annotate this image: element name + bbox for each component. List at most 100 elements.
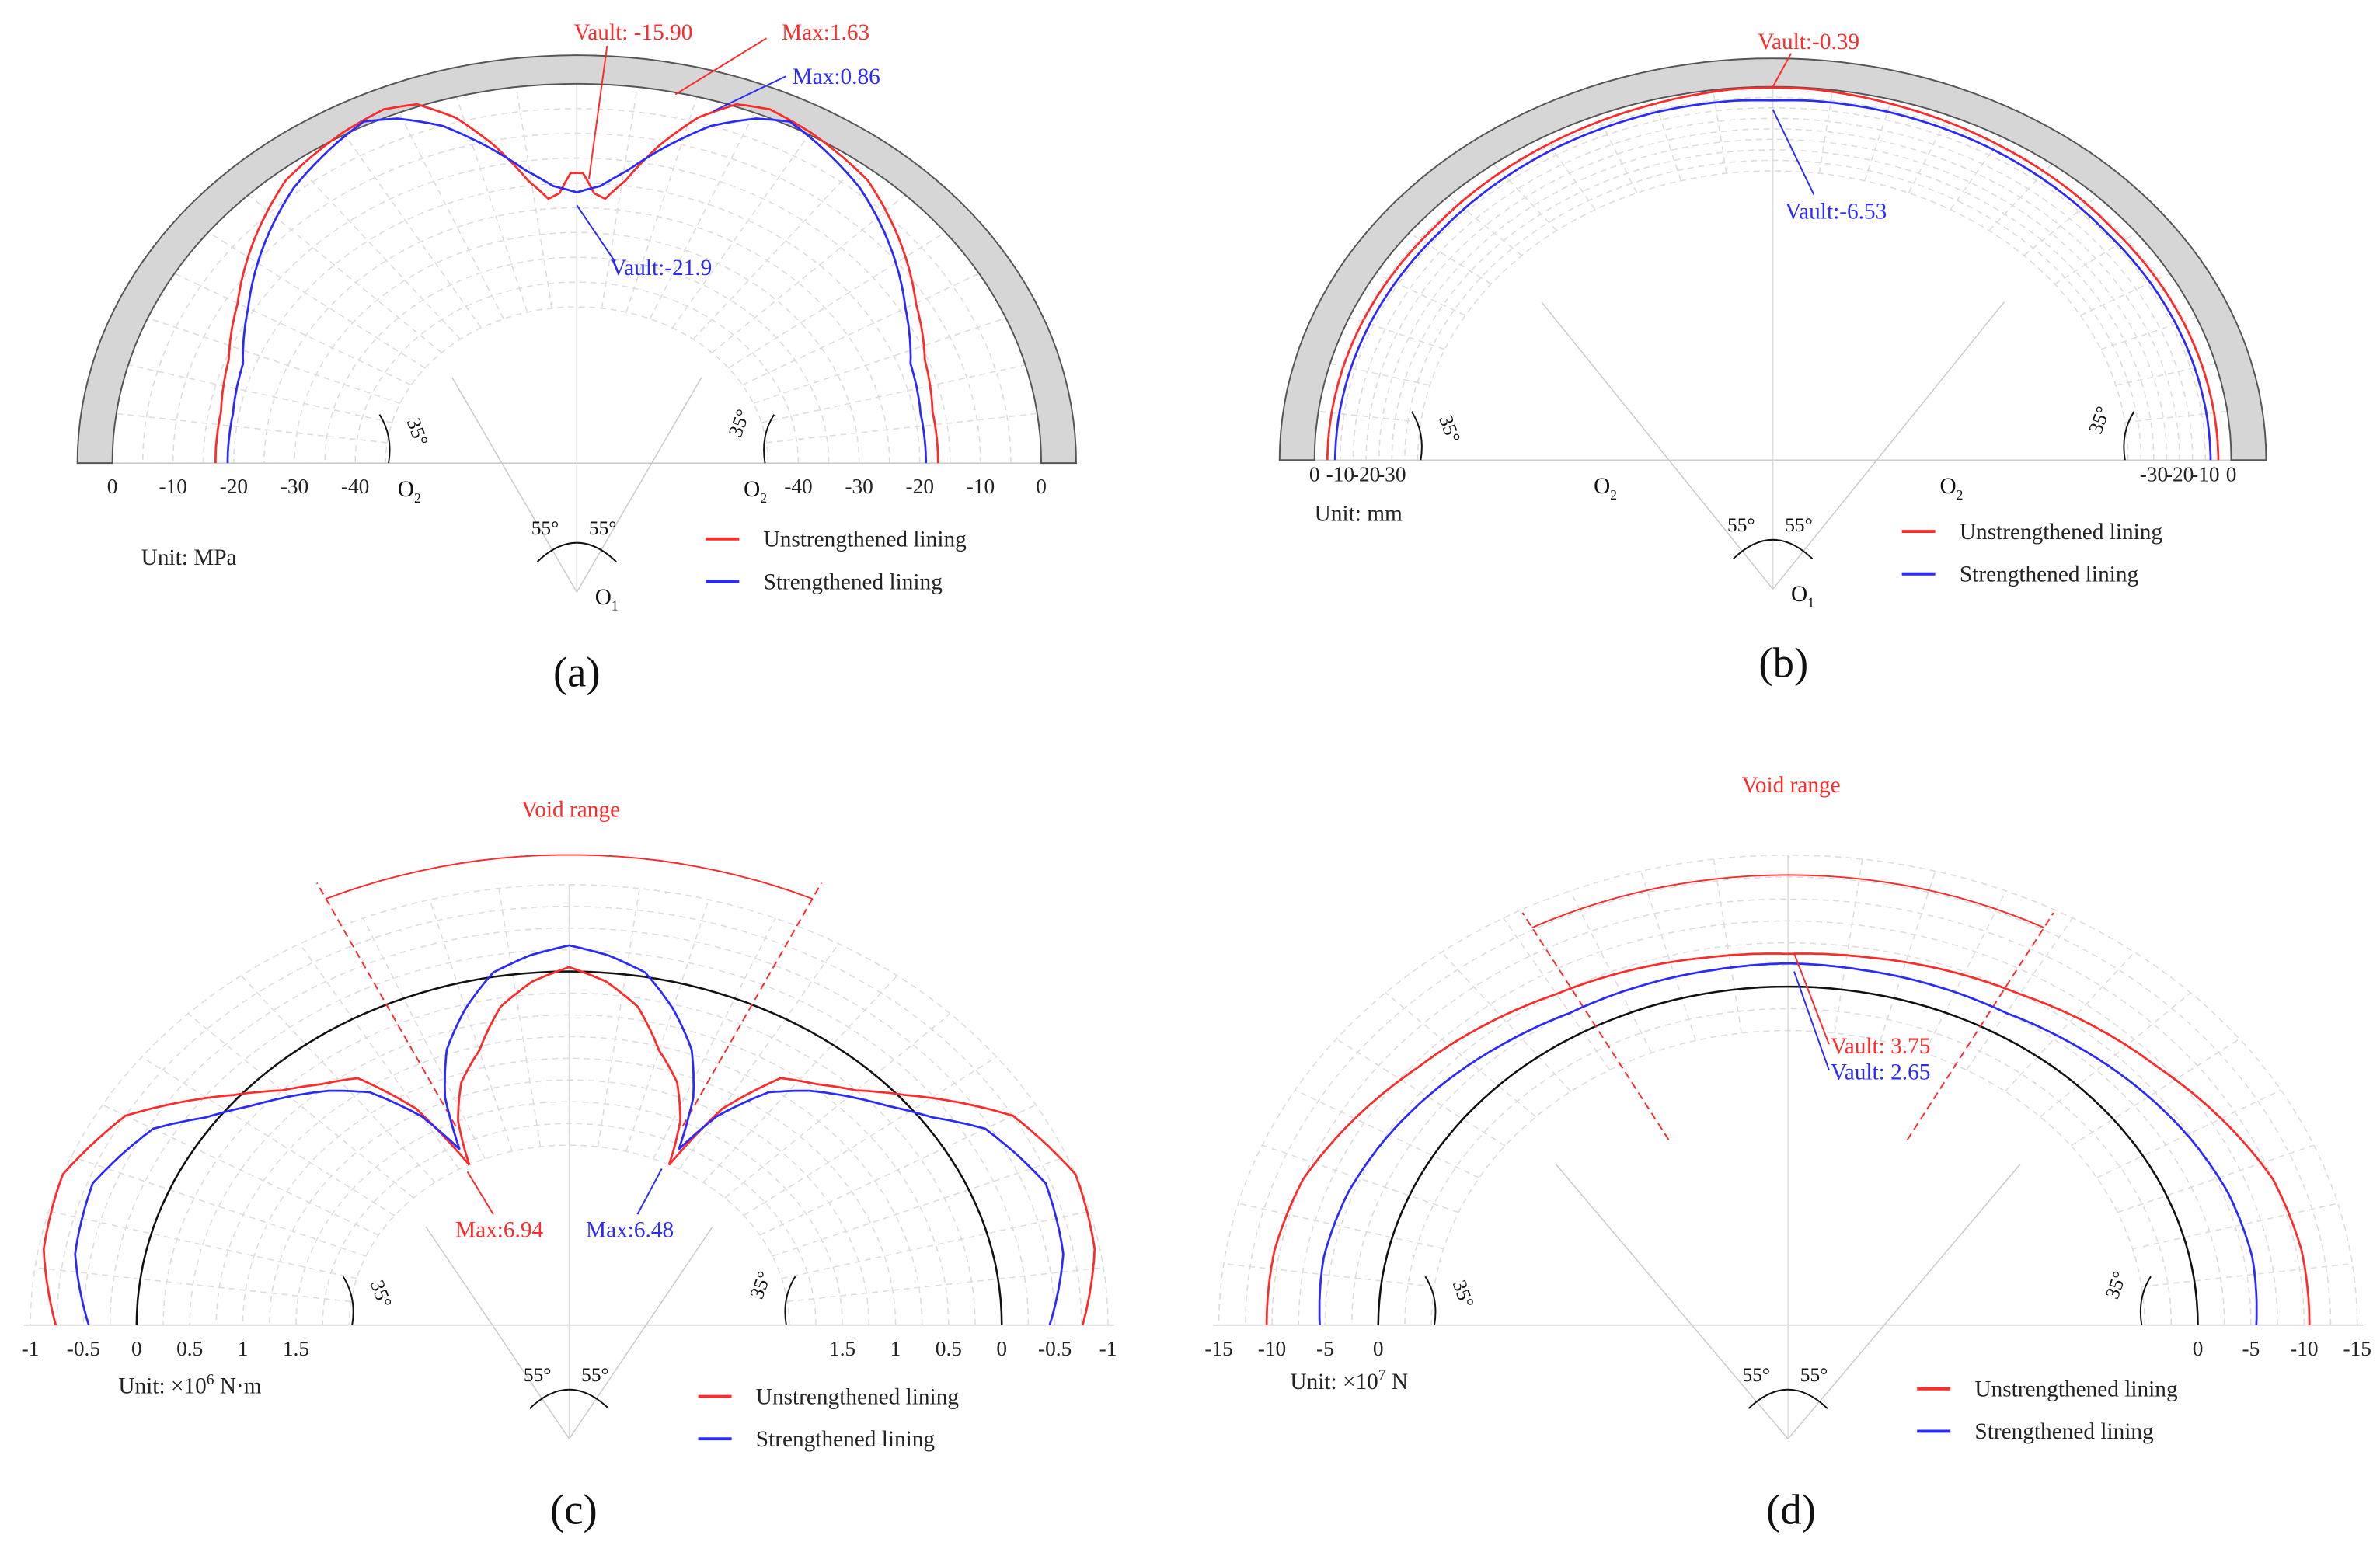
grid-spoke xyxy=(649,112,755,319)
side-angle-arc xyxy=(378,414,391,464)
grid-spoke xyxy=(2023,195,2098,256)
tick-label: 0 xyxy=(2193,1337,2204,1360)
tick-label: 0 xyxy=(131,1337,142,1360)
unstrengthened-series-line xyxy=(1326,86,2220,461)
grid-spoke xyxy=(362,917,486,1160)
crown-angle-right: 55° xyxy=(1800,1364,1828,1386)
panel-d-axial-force: 55° 55° 35° 35° Unstrengthened lining Strengt… xyxy=(1204,854,2371,1444)
tick-label: -30 xyxy=(281,475,308,498)
grid-spoke xyxy=(1818,89,1834,174)
panel-label: (b) xyxy=(1758,639,1808,687)
blue-vault-label: Vault: 2.65 xyxy=(1831,1060,1931,1084)
o1-ray-left xyxy=(425,1226,570,1439)
tick-label: -20 xyxy=(2166,463,2194,486)
side-angle-label: 35° xyxy=(1434,412,1464,446)
panel-label: (d) xyxy=(1766,1486,1816,1533)
legend-label: Strengthened lining xyxy=(1960,562,2139,587)
grid-ring xyxy=(242,1057,897,1325)
panel-a-stress: 55° 55° 35° 35° O1 O2 O2 Unstrengthened lining S… xyxy=(76,54,1077,614)
grid-spoke xyxy=(127,364,392,423)
crown-angle-right: 55° xyxy=(581,1364,609,1386)
grid-spoke xyxy=(2132,1203,2338,1250)
tick-label: -10 xyxy=(159,475,186,498)
grid-spoke xyxy=(2124,410,2228,423)
panel-b-annotations: Vault:-0.39 Vault:-6.53 Unit: mm (b) xyxy=(1315,30,1887,687)
crown-angle-right: 55° xyxy=(1785,514,1813,536)
blue-vault-label: Vault:-21.9 xyxy=(610,256,712,280)
side-angle-label: 35° xyxy=(746,1269,775,1302)
legend-label: Unstrengthened lining xyxy=(1960,520,2163,545)
legend-label: Strengthened lining xyxy=(1974,1419,2154,1444)
origin-o2: O2 xyxy=(744,477,767,506)
legend-label: Strengthened lining xyxy=(764,569,943,594)
crown-angle-arc xyxy=(529,1388,610,1409)
red-vault-label: Vault: -15.90 xyxy=(573,20,692,45)
grid-spoke xyxy=(1834,858,1863,1033)
grid-ring xyxy=(30,884,1109,1325)
grid-spoke xyxy=(653,917,776,1160)
grid-spoke xyxy=(2115,363,2216,386)
grid-spoke xyxy=(1880,871,1936,1041)
grid-spoke xyxy=(1262,1144,1459,1213)
tick-label: -15 xyxy=(2343,1337,2371,1360)
grid-spoke xyxy=(728,231,946,369)
legend-label: Strengthened lining xyxy=(756,1427,936,1452)
grid-spoke xyxy=(2117,1144,2315,1213)
strengthened-series-line xyxy=(74,944,1065,1326)
grid-spoke xyxy=(1570,890,1653,1053)
void-boundary xyxy=(1906,912,2054,1140)
tick-label: 0.5 xyxy=(176,1337,203,1360)
legend-label: Unstrengthened lining xyxy=(764,527,967,552)
tick-label: -5 xyxy=(1316,1337,1334,1360)
grid-spoke xyxy=(71,1156,367,1257)
grid-spoke xyxy=(1503,917,1611,1070)
tick-label: -20 xyxy=(220,475,248,498)
side-angle-label: 35° xyxy=(402,416,432,449)
red-vault-label: Vault:-0.39 xyxy=(1758,30,1859,54)
grid-spoke xyxy=(1295,1089,1479,1178)
grid-ring xyxy=(1218,854,2358,1325)
legend-label: Unstrengthened lining xyxy=(756,1384,960,1409)
unit-label: Unit: ×106 N·m xyxy=(118,1372,261,1399)
o1-ray-right xyxy=(1772,301,2005,590)
unit-label: Unit: mm xyxy=(1315,501,1403,526)
crown-angle-left: 55° xyxy=(531,517,559,539)
side-angle-arc xyxy=(2139,1276,2152,1325)
crown-angle-left: 55° xyxy=(524,1364,552,1386)
panel-label: (c) xyxy=(550,1486,598,1533)
tick-label: 0 xyxy=(1373,1337,1384,1360)
grid-spoke xyxy=(781,1210,1090,1279)
void-boundary xyxy=(1521,912,1670,1140)
grid-spoke xyxy=(702,975,898,1183)
grid-spoke xyxy=(625,96,698,313)
grid-spoke xyxy=(248,194,442,353)
grid-spoke xyxy=(147,317,401,404)
side-angle-arc xyxy=(763,414,775,464)
grid-spoke xyxy=(1712,89,1727,174)
o1-ray-right xyxy=(1787,1164,2021,1439)
o1-ray-left xyxy=(451,377,577,593)
grid-spoke xyxy=(116,412,388,444)
side-angle-arc xyxy=(2123,411,2135,461)
blue-max-label: Max:0.86 xyxy=(793,64,880,89)
tick-label: -15 xyxy=(1204,1337,1232,1360)
tick-label: -0.5 xyxy=(1038,1337,1072,1360)
strengthened-series-line xyxy=(226,117,927,464)
side-angle-label: 35° xyxy=(725,406,754,440)
grid-spoke xyxy=(601,86,639,308)
crown-angle-arc xyxy=(1748,1388,1828,1409)
grid-spoke xyxy=(1924,890,2007,1053)
grid-spoke xyxy=(429,899,513,1152)
grid-spoke xyxy=(724,1013,951,1199)
grid-ring xyxy=(295,1101,843,1325)
crown-angle-left: 55° xyxy=(1743,1364,1771,1386)
grid-spoke xyxy=(1950,136,2003,211)
grid-spoke xyxy=(174,273,412,386)
tick-label: -0.5 xyxy=(67,1337,100,1360)
grid-spoke xyxy=(299,943,460,1170)
o1-ray-left xyxy=(1541,301,1774,590)
grid-spoke xyxy=(711,194,906,353)
grid-spoke xyxy=(1908,114,1950,193)
grid-spoke xyxy=(2096,1089,2281,1178)
side-angle-arc xyxy=(1410,411,1423,461)
